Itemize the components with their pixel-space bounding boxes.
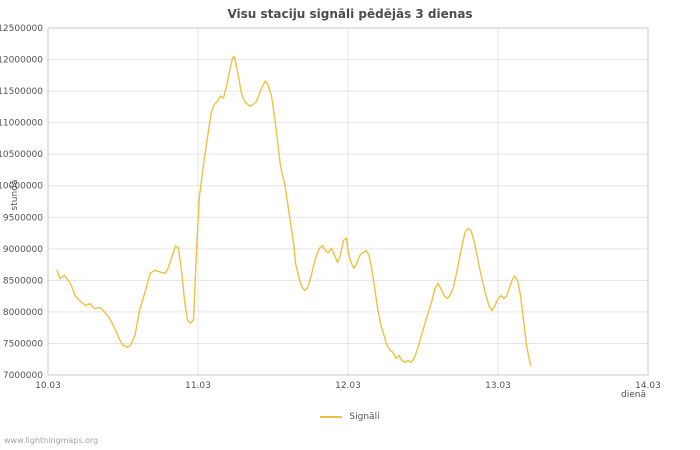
svg-text:11000000: 11000000 xyxy=(0,119,43,129)
svg-text:14.03: 14.03 xyxy=(635,381,661,391)
watermark-text: www.lightningmaps.org xyxy=(4,436,99,445)
svg-text:13.03: 13.03 xyxy=(485,381,511,391)
svg-text:8500000: 8500000 xyxy=(3,276,43,286)
chart-legend: Signāli xyxy=(0,412,700,422)
svg-text:7500000: 7500000 xyxy=(3,339,43,349)
svg-text:9000000: 9000000 xyxy=(3,245,43,255)
svg-text:10000000: 10000000 xyxy=(0,182,43,192)
svg-text:11500000: 11500000 xyxy=(0,87,43,97)
svg-text:7000000: 7000000 xyxy=(3,371,43,381)
svg-text:8000000: 8000000 xyxy=(3,308,43,318)
svg-text:12.03: 12.03 xyxy=(335,381,361,391)
chart-title: Visu staciju signāli pēdējās 3 dienas xyxy=(227,7,473,21)
legend-series-label: Signāli xyxy=(349,412,380,422)
legend-line-swatch xyxy=(320,416,343,418)
x-axis-label: dienā xyxy=(621,390,646,400)
svg-text:12500000: 12500000 xyxy=(0,24,43,34)
svg-text:9500000: 9500000 xyxy=(3,213,43,223)
svg-text:11.03: 11.03 xyxy=(185,381,211,391)
svg-text:10.03: 10.03 xyxy=(35,381,61,391)
svg-text:12000000: 12000000 xyxy=(0,56,43,66)
svg-text:10500000: 10500000 xyxy=(0,150,43,160)
